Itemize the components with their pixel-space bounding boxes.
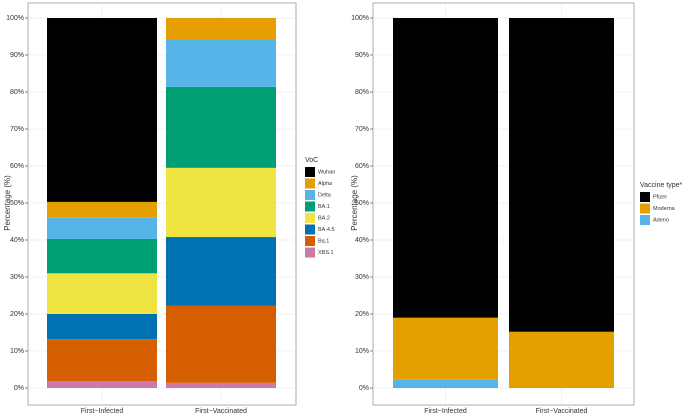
bar-segment: [47, 201, 157, 218]
legend-label: Wuhan: [318, 169, 335, 175]
legend-label: BA.1: [318, 204, 330, 210]
bar-segment: [47, 238, 157, 274]
legend-label: BA.2: [318, 215, 330, 221]
y-tick-label: 0%: [14, 385, 24, 392]
legend-key: [305, 224, 315, 235]
legend-key: [305, 236, 315, 246]
y-tick-label: 50%: [355, 200, 369, 207]
bar-segment: [47, 217, 157, 239]
legend-title: VoC: [305, 157, 318, 164]
bar-segment: [166, 18, 276, 40]
bar-segment: [509, 331, 614, 388]
bar-segment: [393, 317, 498, 380]
y-axis-title: Percentage (%): [350, 175, 359, 231]
y-tick-label: 100%: [351, 15, 369, 22]
x-tick-label: First−Infected: [424, 408, 467, 415]
legend-label: XBS.1: [318, 250, 334, 256]
y-tick-label: 10%: [10, 348, 24, 355]
y-tick-label: 50%: [10, 200, 24, 207]
legend-key: [305, 247, 315, 258]
legend-key: [640, 192, 650, 202]
x-tick-label: First−Infected: [81, 408, 124, 415]
y-tick-label: 60%: [355, 163, 369, 170]
legend-key: [305, 201, 315, 212]
legend-label: Pfizer: [653, 194, 667, 200]
bar-segment: [166, 382, 276, 388]
legend-label: Delta: [318, 192, 332, 198]
bar-segment: [47, 314, 157, 340]
bar-segment: [509, 18, 614, 332]
bar-segment: [393, 379, 498, 388]
y-tick-label: 40%: [10, 237, 24, 244]
x-tick-label: First−Vaccinated: [536, 408, 588, 415]
y-tick-label: 30%: [10, 274, 24, 281]
legend-label: BA.4.5: [318, 227, 335, 233]
bar-segment: [47, 18, 157, 202]
bar-segment: [166, 39, 276, 87]
legend-label: Moderna: [653, 206, 676, 212]
y-tick-label: 20%: [10, 311, 24, 318]
y-tick-label: 80%: [355, 89, 369, 96]
bar-segment: [166, 86, 276, 168]
bar-segment: [393, 18, 498, 318]
y-axis-title: Percentage (%): [3, 175, 12, 231]
y-tick-label: 70%: [355, 126, 369, 133]
legend-key: [640, 215, 650, 225]
y-tick-label: 100%: [6, 15, 24, 22]
legend-title: Vaccine type*: [640, 182, 683, 189]
y-tick-label: 90%: [355, 52, 369, 59]
y-tick-label: 60%: [10, 163, 24, 170]
legend-label: Alpha: [318, 181, 333, 187]
bar-segment: [166, 167, 276, 238]
legend-label: Bq.1: [318, 238, 329, 244]
legend-key: [305, 178, 315, 189]
y-tick-label: 90%: [10, 52, 24, 59]
y-tick-label: 0%: [359, 385, 369, 392]
bar-segment: [47, 380, 157, 388]
y-tick-label: 10%: [355, 348, 369, 355]
bar-segment: [47, 273, 157, 314]
y-tick-label: 70%: [10, 126, 24, 133]
legend-key: [305, 167, 315, 177]
y-tick-label: 20%: [355, 311, 369, 318]
x-tick-label: First−Vaccinated: [195, 408, 247, 415]
bar-segment: [47, 339, 157, 381]
legend-key: [305, 213, 315, 223]
y-tick-label: 30%: [355, 274, 369, 281]
bar-segment: [166, 305, 276, 383]
legend-key: [305, 190, 315, 200]
legend-label: Adeno: [653, 217, 669, 223]
bar-segment: [166, 237, 276, 306]
y-tick-label: 80%: [10, 89, 24, 96]
legend-key: [640, 203, 650, 214]
y-tick-label: 40%: [355, 237, 369, 244]
